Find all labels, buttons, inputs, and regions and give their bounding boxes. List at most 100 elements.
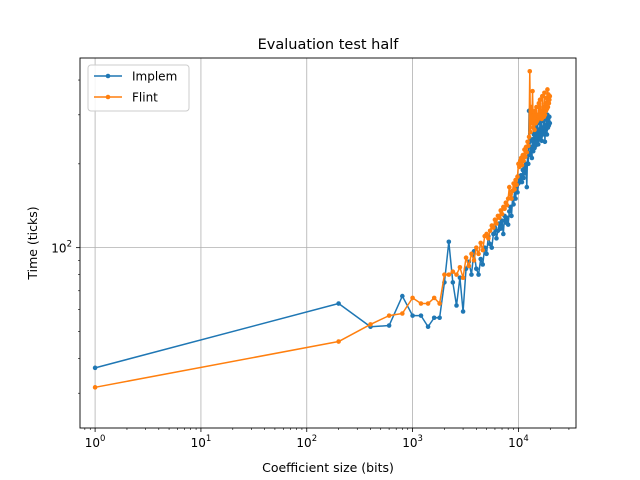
y-tick-exponent: 2 [67, 240, 72, 250]
data-point [528, 104, 534, 110]
data-point [499, 211, 505, 217]
data-point [463, 255, 469, 261]
x-tick-exponent: 1 [206, 434, 211, 444]
data-point [512, 187, 517, 192]
data-point [547, 93, 553, 99]
data-point [527, 68, 533, 74]
data-point [400, 293, 405, 299]
data-point [519, 162, 525, 168]
data-point [491, 225, 496, 230]
data-point [539, 93, 545, 99]
data-point [460, 309, 466, 314]
data-point [454, 272, 459, 277]
data-point [524, 150, 530, 155]
data-point [515, 190, 520, 195]
data-point [431, 295, 437, 301]
data-point [542, 139, 548, 145]
data-point [529, 120, 535, 126]
data-point [525, 139, 530, 145]
data-point [442, 272, 447, 277]
data-point [336, 339, 341, 344]
data-point [454, 303, 459, 308]
data-point [476, 272, 481, 277]
data-point [400, 311, 405, 316]
data-point [498, 226, 503, 231]
data-point [526, 134, 532, 140]
legend-label: Flint [132, 91, 158, 105]
plot-area-frame [79, 57, 577, 429]
data-point [532, 108, 538, 114]
data-point [450, 269, 456, 274]
data-point [545, 87, 550, 92]
data-point [508, 192, 513, 197]
x-tick-exponent: 2 [312, 434, 317, 444]
x-tick-exponent: 3 [418, 434, 423, 444]
data-point [486, 236, 491, 241]
data-point [368, 322, 373, 327]
data-point [521, 158, 526, 164]
data-point [471, 258, 477, 263]
data-point [522, 154, 528, 160]
data-point [543, 101, 548, 106]
x-tick-exponent: 4 [523, 434, 528, 444]
data-point [484, 251, 489, 257]
legend: Implem Flint [87, 64, 190, 112]
data-point [410, 313, 415, 318]
data-point [469, 251, 474, 257]
data-point [92, 385, 98, 390]
data-point [504, 215, 510, 221]
legend-marker [105, 94, 111, 100]
data-point [494, 221, 499, 226]
data-point [478, 240, 483, 246]
data-point [542, 112, 548, 118]
data-point [536, 101, 542, 106]
data-point [522, 170, 528, 176]
data-point [514, 182, 519, 188]
chart-title: Evaluation test half [258, 37, 400, 53]
y-axis-label: Time (ticks) [25, 206, 40, 280]
x-axis-label: Coefficient size (bits) [262, 460, 394, 475]
data-point [536, 127, 542, 133]
data-point [92, 365, 98, 371]
data-point [437, 301, 442, 306]
data-point [544, 132, 550, 137]
data-point [410, 295, 415, 301]
data-point [546, 101, 552, 106]
data-point [336, 301, 341, 306]
data-point [530, 137, 535, 142]
data-point [524, 184, 530, 190]
data-point [529, 155, 535, 161]
data-point [547, 120, 553, 126]
data-point [418, 313, 424, 318]
data-point [519, 179, 525, 185]
data-point [501, 231, 506, 237]
legend-marker [105, 73, 111, 79]
data-point [457, 265, 463, 270]
data-point [494, 236, 499, 241]
data-point [466, 263, 472, 269]
legend-label: Implem [132, 70, 177, 84]
data-point [476, 251, 481, 257]
data-point [535, 142, 541, 147]
data-point [431, 315, 437, 321]
data-point [492, 217, 498, 223]
data-point [515, 174, 520, 179]
data-point [506, 184, 512, 190]
data-point [509, 213, 514, 219]
data-point [537, 97, 543, 102]
data-point [457, 275, 463, 280]
data-point [526, 143, 531, 149]
data-point [509, 196, 514, 201]
data-point [418, 301, 424, 306]
data-point [542, 90, 547, 96]
data-point [425, 324, 431, 330]
data-point [541, 104, 546, 110]
data-point [474, 245, 479, 250]
data-point [534, 104, 539, 110]
data-point [508, 204, 513, 210]
data-point [545, 104, 551, 110]
data-point [469, 272, 474, 277]
data-point [425, 301, 431, 306]
data-point [504, 202, 510, 208]
